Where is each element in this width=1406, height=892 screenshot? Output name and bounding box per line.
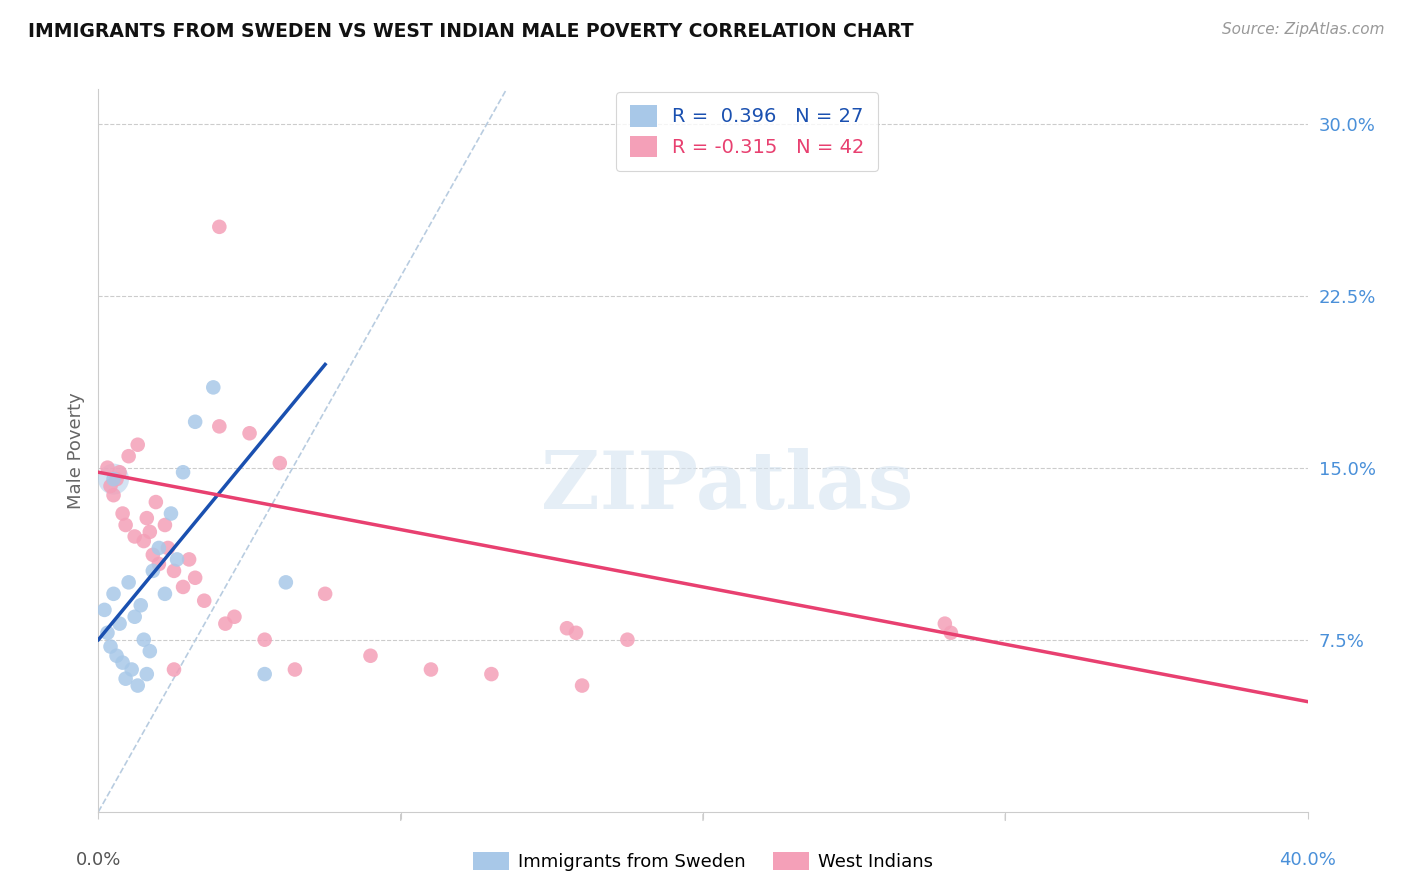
Point — [166, 552, 188, 566]
Point — [103, 587, 125, 601]
Legend: Immigrants from Sweden, West Indians: Immigrants from Sweden, West Indians — [465, 845, 941, 879]
Point — [208, 219, 231, 234]
Point — [208, 419, 231, 434]
Point — [111, 507, 134, 521]
Point — [103, 472, 125, 486]
Legend: R =  0.396   N = 27, R = -0.315   N = 42: R = 0.396 N = 27, R = -0.315 N = 42 — [616, 92, 879, 171]
Point — [142, 564, 165, 578]
Point — [253, 632, 276, 647]
Point — [96, 625, 118, 640]
Point — [100, 640, 122, 654]
Point — [124, 609, 146, 624]
Point — [114, 672, 136, 686]
Text: 0.0%: 0.0% — [76, 851, 121, 869]
Point — [253, 667, 276, 681]
Point — [108, 616, 131, 631]
Point — [118, 575, 141, 590]
Point — [153, 587, 176, 601]
Point — [135, 511, 157, 525]
Point — [121, 663, 143, 677]
Point — [934, 616, 956, 631]
Point — [571, 679, 593, 693]
Point — [118, 449, 141, 463]
Point — [111, 656, 134, 670]
Point — [103, 488, 125, 502]
Point — [148, 557, 170, 571]
Point — [160, 507, 183, 521]
Y-axis label: Male Poverty: Male Poverty — [66, 392, 84, 508]
Point — [148, 541, 170, 555]
Point — [284, 663, 307, 677]
Point — [269, 456, 291, 470]
Point — [184, 415, 207, 429]
Point — [139, 524, 162, 539]
Point — [939, 625, 962, 640]
Point — [179, 552, 201, 566]
Point — [224, 609, 246, 624]
Point — [360, 648, 382, 663]
Point — [100, 479, 122, 493]
Point — [124, 529, 146, 543]
Point — [481, 667, 503, 681]
Point — [202, 380, 225, 394]
Point — [555, 621, 578, 635]
Text: 40.0%: 40.0% — [1279, 851, 1336, 869]
Point — [616, 632, 638, 647]
Point — [142, 548, 165, 562]
Point — [163, 564, 186, 578]
Text: Source: ZipAtlas.com: Source: ZipAtlas.com — [1222, 22, 1385, 37]
Point — [127, 438, 149, 452]
Point — [129, 599, 152, 613]
Point — [214, 616, 236, 631]
Text: IMMIGRANTS FROM SWEDEN VS WEST INDIAN MALE POVERTY CORRELATION CHART: IMMIGRANTS FROM SWEDEN VS WEST INDIAN MA… — [28, 22, 914, 41]
Point — [163, 663, 186, 677]
Point — [132, 632, 155, 647]
Point — [153, 518, 176, 533]
Point — [145, 495, 167, 509]
Point — [420, 663, 443, 677]
Point — [135, 667, 157, 681]
Point — [193, 593, 215, 607]
Point — [103, 472, 125, 486]
Point — [93, 603, 115, 617]
Point — [139, 644, 162, 658]
Point — [184, 571, 207, 585]
Point — [105, 472, 128, 486]
Point — [314, 587, 336, 601]
Point — [156, 541, 179, 555]
Point — [172, 580, 194, 594]
Point — [105, 648, 128, 663]
Point — [108, 465, 131, 479]
Point — [172, 465, 194, 479]
Point — [96, 460, 118, 475]
Point — [239, 426, 262, 441]
Point — [114, 518, 136, 533]
Point — [565, 625, 588, 640]
Point — [132, 534, 155, 549]
Point — [274, 575, 297, 590]
Text: ZIPatlas: ZIPatlas — [541, 448, 914, 525]
Point — [127, 679, 149, 693]
